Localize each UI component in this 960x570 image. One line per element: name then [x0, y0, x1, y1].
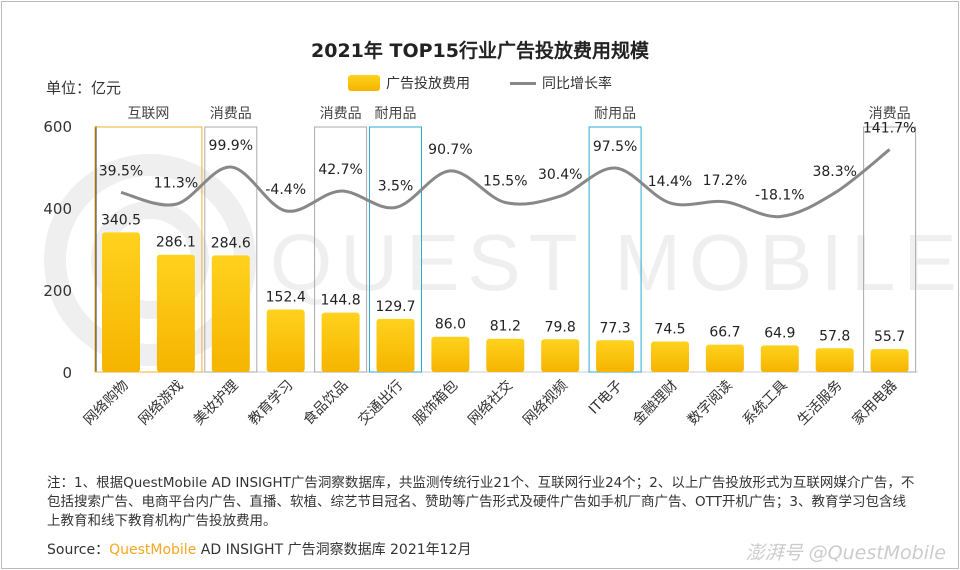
- bar-value-label: 152.4: [266, 290, 306, 306]
- bar-value-label: 66.7: [709, 325, 740, 341]
- growth-label: 15.5%: [483, 173, 527, 189]
- growth-label: 17.2%: [703, 173, 747, 189]
- source-line: Source：QuestMobile AD INSIGHT 广告洞察数据库 20…: [47, 539, 471, 559]
- group-label: 耐用品: [375, 106, 417, 122]
- chart-title: 2021年 TOP15行业广告投放费用规模: [311, 40, 649, 62]
- bar: [431, 336, 470, 372]
- x-tick-label: 网络视频: [520, 378, 571, 429]
- y-tick-label: 0: [62, 364, 72, 382]
- bar-value-label: 57.8: [819, 328, 850, 344]
- bar-value-label: 144.8: [321, 293, 361, 309]
- bar: [486, 338, 525, 372]
- bar-value-label: 74.5: [654, 321, 685, 337]
- bar-value-label: 64.9: [764, 325, 795, 341]
- bar: [705, 344, 744, 372]
- x-tick-label: 网络社交: [465, 377, 517, 429]
- growth-line: [120, 148, 891, 219]
- x-tick-label: 美妆护理: [191, 378, 242, 429]
- bar-value-label: 284.6: [211, 235, 251, 251]
- footnote: 注：1、根据QuestMobile AD INSIGHT广告洞察数据库，共监测传…: [47, 475, 915, 529]
- bar: [815, 348, 854, 372]
- bar: [541, 339, 580, 372]
- bar: [870, 349, 909, 372]
- group-label: 消费品: [869, 106, 911, 122]
- legend-line-swatch: [510, 81, 536, 85]
- growth-label: 97.5%: [593, 139, 637, 155]
- legend-bar-swatch: [348, 75, 380, 91]
- bar: [596, 340, 635, 372]
- bar-value-label: 55.7: [874, 329, 905, 345]
- bar: [760, 345, 799, 372]
- bar: [266, 309, 305, 372]
- legend: 广告投放费用 同比增长率: [348, 73, 612, 93]
- growth-label: 11.3%: [154, 175, 198, 191]
- source-prefix: Source：: [47, 542, 110, 558]
- x-tick-label: 网络购物: [81, 378, 132, 429]
- y-tick-label: 200: [43, 282, 72, 300]
- bar: [156, 254, 195, 372]
- source-rest: AD INSIGHT 广告洞察数据库 2021年12月: [196, 542, 472, 558]
- x-tick-label: 网络游戏: [136, 378, 187, 429]
- bar: [211, 255, 250, 372]
- x-tick-label: 数字阅读: [684, 377, 736, 429]
- y-tick-label: 400: [43, 200, 72, 218]
- bar: [102, 232, 140, 372]
- x-tick-label: 系统工具: [740, 378, 791, 429]
- growth-label: 99.9%: [209, 138, 253, 154]
- bar: [651, 341, 689, 372]
- bar-value-label: 129.7: [375, 299, 415, 315]
- watermark: QUEST MOBILE: [44, 154, 960, 366]
- bar-value-label: 340.5: [101, 212, 141, 228]
- bar-value-label: 77.3: [600, 320, 631, 336]
- growth-label: 30.4%: [538, 167, 582, 183]
- group-label: 消费品: [210, 106, 252, 122]
- group-label: 消费品: [320, 106, 362, 122]
- x-tick-label: 食品饮品: [300, 377, 352, 429]
- credit-watermark: 澎湃号 @QuestMobile: [745, 542, 946, 564]
- group-box: [94, 126, 203, 373]
- growth-label: 3.5%: [378, 179, 414, 195]
- x-tick-label: 家用电器: [849, 377, 901, 429]
- x-tick-label: 交通出行: [355, 377, 407, 429]
- growth-label: 14.4%: [648, 174, 692, 190]
- source-brand: QuestMobile: [109, 542, 197, 558]
- bar: [321, 312, 360, 372]
- unit-label: 单位：亿元: [46, 79, 122, 97]
- legend-bar-label: 广告投放费用: [386, 76, 470, 92]
- bar-value-label: 79.8: [545, 319, 576, 335]
- x-tick-label: IT电子: [586, 378, 626, 418]
- growth-label: -18.1%: [755, 188, 805, 204]
- legend-line-label: 同比增长率: [542, 76, 612, 92]
- bar: [376, 318, 415, 372]
- x-tick-label: 金融理财: [630, 378, 681, 429]
- bar-value-label: 86.0: [435, 317, 466, 333]
- group-label: 互联网: [127, 106, 169, 122]
- growth-label: 39.5%: [99, 163, 143, 179]
- bar-value-label: 286.1: [156, 235, 196, 251]
- growth-label: 141.7%: [863, 120, 916, 136]
- x-tick-label: 生活服务: [795, 378, 846, 429]
- x-tick-label: 服饰箱包: [410, 378, 461, 429]
- y-tick-label: 600: [43, 118, 72, 136]
- growth-label: 38.3%: [812, 164, 856, 180]
- growth-label: 42.7%: [318, 162, 362, 178]
- bar-value-label: 81.2: [490, 319, 521, 335]
- watermark-text: QUEST MOBILE: [270, 218, 960, 307]
- growth-label: -4.4%: [265, 182, 306, 198]
- x-tick-label: 教育学习: [246, 378, 297, 429]
- growth-label: 90.7%: [428, 142, 472, 158]
- group-label: 耐用品: [594, 106, 636, 122]
